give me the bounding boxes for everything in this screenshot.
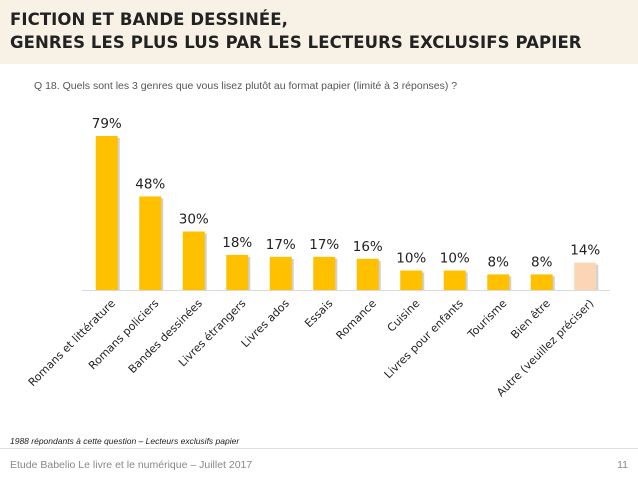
bar (313, 256, 336, 290)
bar-value-label: 18% (222, 235, 252, 251)
bar-value-label: 10% (440, 251, 470, 267)
category-label: Livres pour enfants (382, 297, 466, 381)
category-label: Romans et littérature (26, 297, 118, 389)
bar-value-label: 10% (396, 251, 426, 267)
bar-value-label: 48% (135, 176, 165, 192)
respondents-footnote: 1988 répondants à cette question – Lecte… (10, 436, 240, 446)
page-number: 11 (617, 459, 628, 471)
page-title-line-2: GENRES LES PLUS LUS PAR LES LECTEURS EXC… (10, 33, 582, 52)
bar-value-label: 17% (266, 237, 296, 253)
category-label: Romance (334, 297, 380, 343)
header-band (0, 0, 638, 64)
bar-value-label: 8% (531, 254, 553, 270)
bar (487, 274, 510, 290)
bar (182, 231, 205, 290)
bar (95, 136, 118, 290)
bar-value-label: 14% (570, 243, 600, 259)
category-label: Cuisine (385, 297, 423, 335)
bar (269, 256, 292, 290)
bar (139, 196, 162, 290)
category-label: Essais (302, 297, 335, 330)
page-title-line-1: FICTION ET BANDE DESSINÉE, (10, 10, 288, 29)
footer-divider (0, 448, 638, 449)
category-label: Tourisme (465, 297, 510, 342)
category-label: Bandes dessinées (126, 297, 205, 376)
bar (356, 258, 379, 290)
survey-question: Q 18. Quels sont les 3 genres que vous l… (34, 80, 458, 92)
bar-value-label: 16% (353, 239, 383, 255)
bar (574, 262, 597, 290)
bar (400, 270, 423, 290)
category-label: Bien être (508, 297, 553, 342)
bar-value-label: 8% (488, 254, 510, 270)
bar (530, 274, 553, 290)
bar (226, 254, 249, 290)
footer-source: Etude Babelio Le livre et le numérique –… (10, 459, 253, 471)
bar (443, 270, 466, 290)
bar-value-label: 79% (92, 116, 122, 132)
bar-value-label: 17% (309, 237, 339, 253)
bar-value-label: 30% (179, 212, 209, 228)
